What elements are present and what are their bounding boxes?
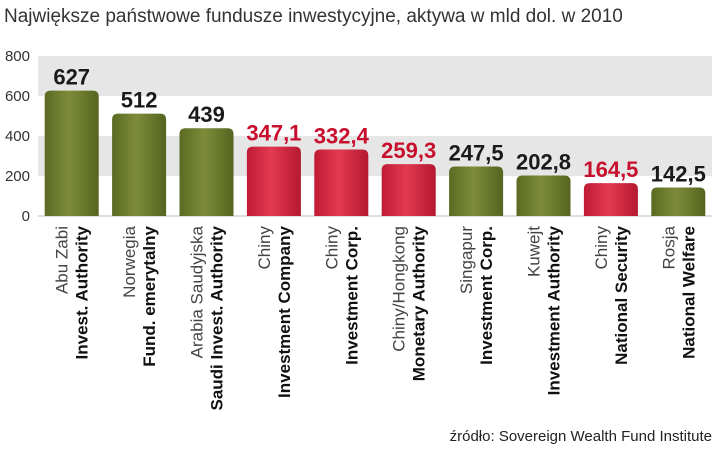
category-fund-label: Investment Corp. bbox=[342, 226, 361, 365]
bar bbox=[179, 128, 234, 216]
bar-value-label: 347,1 bbox=[246, 121, 301, 146]
bar bbox=[449, 166, 504, 216]
y-tick-label: 200 bbox=[5, 168, 30, 185]
y-tick-label: 0 bbox=[22, 208, 30, 225]
bar bbox=[651, 187, 706, 216]
x-axis-labels: Abu Zabi Invest. Authority Norwegia Fund. e… bbox=[53, 225, 699, 410]
bar-value-label: 142,5 bbox=[651, 162, 706, 187]
bar bbox=[112, 113, 167, 216]
bar bbox=[314, 149, 369, 216]
bar-value-label: 202,8 bbox=[516, 149, 571, 174]
bar bbox=[246, 146, 301, 216]
bar-value-label: 164,5 bbox=[583, 157, 638, 182]
category-fund-label: Investment Company bbox=[275, 225, 294, 397]
category-fund-label: Monetary Authority bbox=[410, 225, 429, 381]
y-tick-label: 400 bbox=[5, 128, 30, 145]
bar bbox=[44, 90, 99, 216]
bar-value-label: 259,3 bbox=[381, 138, 436, 163]
category-country-label: Chiny bbox=[255, 226, 274, 270]
category-fund-label: Investment Authority bbox=[545, 225, 564, 395]
category-country-label: Norwegia bbox=[120, 225, 139, 297]
bar-value-label: 439 bbox=[188, 102, 225, 127]
category-fund-label: National Security bbox=[612, 225, 631, 364]
bar-value-label: 332,4 bbox=[314, 124, 370, 149]
grid-band bbox=[38, 56, 712, 96]
y-tick-label: 800 bbox=[5, 48, 30, 65]
category-fund-label: Fund. emerytalny bbox=[140, 225, 159, 366]
bar-value-label: 627 bbox=[53, 65, 90, 90]
category-country-label: Chiny bbox=[322, 226, 341, 270]
category-country-label: Abu Zabi bbox=[53, 226, 72, 294]
category-fund-label: Investment Corp. bbox=[477, 226, 496, 365]
category-country-label: Rosja bbox=[659, 225, 678, 269]
category-country-label: Kuwejt bbox=[525, 226, 544, 277]
bar-value-label: 512 bbox=[121, 88, 158, 113]
y-axis: 0 200 400 600 800 bbox=[5, 48, 30, 225]
bar bbox=[583, 183, 638, 216]
category-fund-label: Saudi Invest. Authority bbox=[208, 225, 227, 410]
category-country-label: Chiny/Hongkong bbox=[390, 226, 409, 352]
bars bbox=[44, 90, 706, 216]
category-fund-label: National Welfare bbox=[679, 226, 698, 359]
bar bbox=[381, 164, 436, 216]
category-country-label: Singapur bbox=[457, 226, 476, 294]
category-fund-label: Invest. Authority bbox=[73, 225, 92, 359]
category-country-label: Chiny bbox=[592, 226, 611, 270]
category-country-label: Arabia Saudyjska bbox=[188, 225, 207, 358]
source-note: źródło: Sovereign Wealth Fund Institute bbox=[449, 428, 712, 445]
chart-title: Największe państwowe fundusze inwestycyj… bbox=[4, 6, 623, 27]
bar-value-label: 247,5 bbox=[449, 141, 504, 166]
value-labels: 627 512 439 347,1 332,4 259,3 247,5 202,8 164,5 1… bbox=[53, 65, 705, 187]
y-tick-label: 600 bbox=[5, 88, 30, 105]
bar bbox=[516, 175, 571, 216]
